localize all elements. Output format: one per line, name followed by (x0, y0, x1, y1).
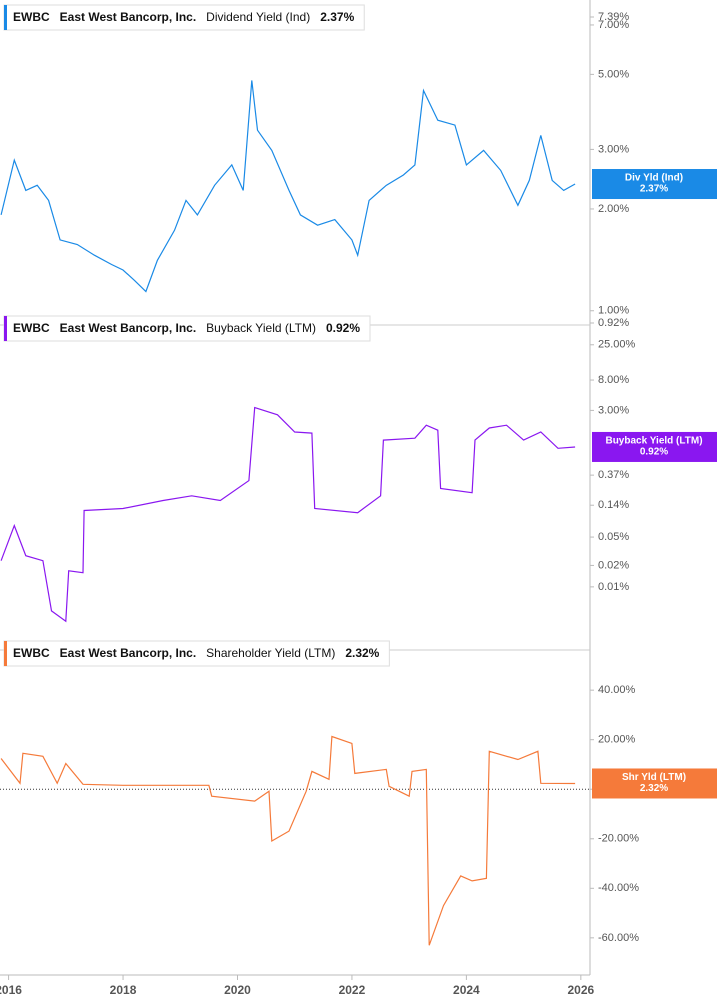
legend-ticker: EWBC (13, 10, 50, 24)
legend-box (3, 315, 371, 342)
y-tick-label: 2.00% (598, 203, 629, 215)
y-tick-label: 25.00% (598, 339, 636, 351)
y-tick-label: -60.00% (598, 932, 639, 944)
legend-company: East West Bancorp, Inc. (60, 10, 196, 24)
legend-ticker: EWBC (13, 646, 50, 660)
y-tick-label: 5.00% (598, 68, 629, 80)
legend-box (3, 640, 390, 667)
y-tick-label: 1.00% (598, 305, 629, 317)
y-tick-label: 0.05% (598, 531, 629, 543)
y-tick-label: 8.00% (598, 374, 629, 386)
legend: EWBC East West Bancorp, Inc. Buyback Yield… (3, 315, 371, 342)
y-tick-label: -40.00% (598, 882, 639, 894)
x-tick-label: 2022 (339, 983, 366, 997)
legend-series: Shareholder Yield (LTM) (206, 646, 335, 660)
x-tick-label: 2024 (453, 983, 480, 997)
legend: EWBC East West Bancorp, Inc. Shareholder Y… (3, 640, 390, 667)
series-line (0, 406, 576, 623)
legend-ticker: EWBC (13, 321, 50, 335)
x-tick-label: 2016 (0, 983, 22, 997)
x-tick-label: 2018 (110, 983, 137, 997)
legend-value: 2.32% (345, 646, 379, 660)
y-tick-label: 3.00% (598, 404, 629, 416)
value-marker-value: 0.92% (640, 447, 668, 458)
series-line (0, 80, 576, 293)
y-tick-label: 0.14% (598, 499, 629, 511)
y-tick-label: -20.00% (598, 833, 639, 845)
value-marker-name: Shr Yld (LTM) (622, 772, 686, 783)
value-marker (592, 431, 717, 462)
legend-value: 0.92% (326, 321, 360, 335)
y-tick-label: 7.00% (598, 19, 629, 31)
legend-value: 2.37% (320, 10, 354, 24)
y-tick-label: 20.00% (598, 734, 636, 746)
value-marker (592, 768, 717, 799)
y-tick-label: 0.01% (598, 581, 629, 593)
legend-swatch (4, 5, 7, 30)
legend-series: Buyback Yield (LTM) (206, 321, 316, 335)
series-line (0, 735, 576, 946)
legend-series: Dividend Yield (Ind) (206, 10, 310, 24)
y-tick-label: 0.37% (598, 469, 629, 481)
value-marker (592, 169, 717, 200)
legend-company: East West Bancorp, Inc. (60, 321, 196, 335)
value-marker-name: Div Yld (Ind) (625, 173, 683, 184)
y-tick-label: 40.00% (598, 684, 636, 696)
x-tick-label: 2026 (567, 983, 594, 997)
legend-swatch (4, 316, 7, 341)
value-marker-value: 2.37% (640, 184, 668, 195)
x-tick-label: 2020 (224, 983, 251, 997)
legend: EWBC East West Bancorp, Inc. Dividend Yiel… (3, 4, 365, 31)
legend-swatch (4, 641, 7, 666)
legend-box (3, 4, 365, 31)
value-marker-value: 2.32% (640, 783, 668, 794)
y-tick-label: 0.02% (598, 559, 629, 571)
value-marker-name: Buyback Yield (LTM) (605, 436, 702, 447)
y-tick-label: 0.92% (598, 317, 629, 329)
y-tick-label: 3.00% (598, 143, 629, 155)
y-tick-label: 7.39% (598, 11, 629, 23)
legend-company: East West Bancorp, Inc. (60, 646, 196, 660)
